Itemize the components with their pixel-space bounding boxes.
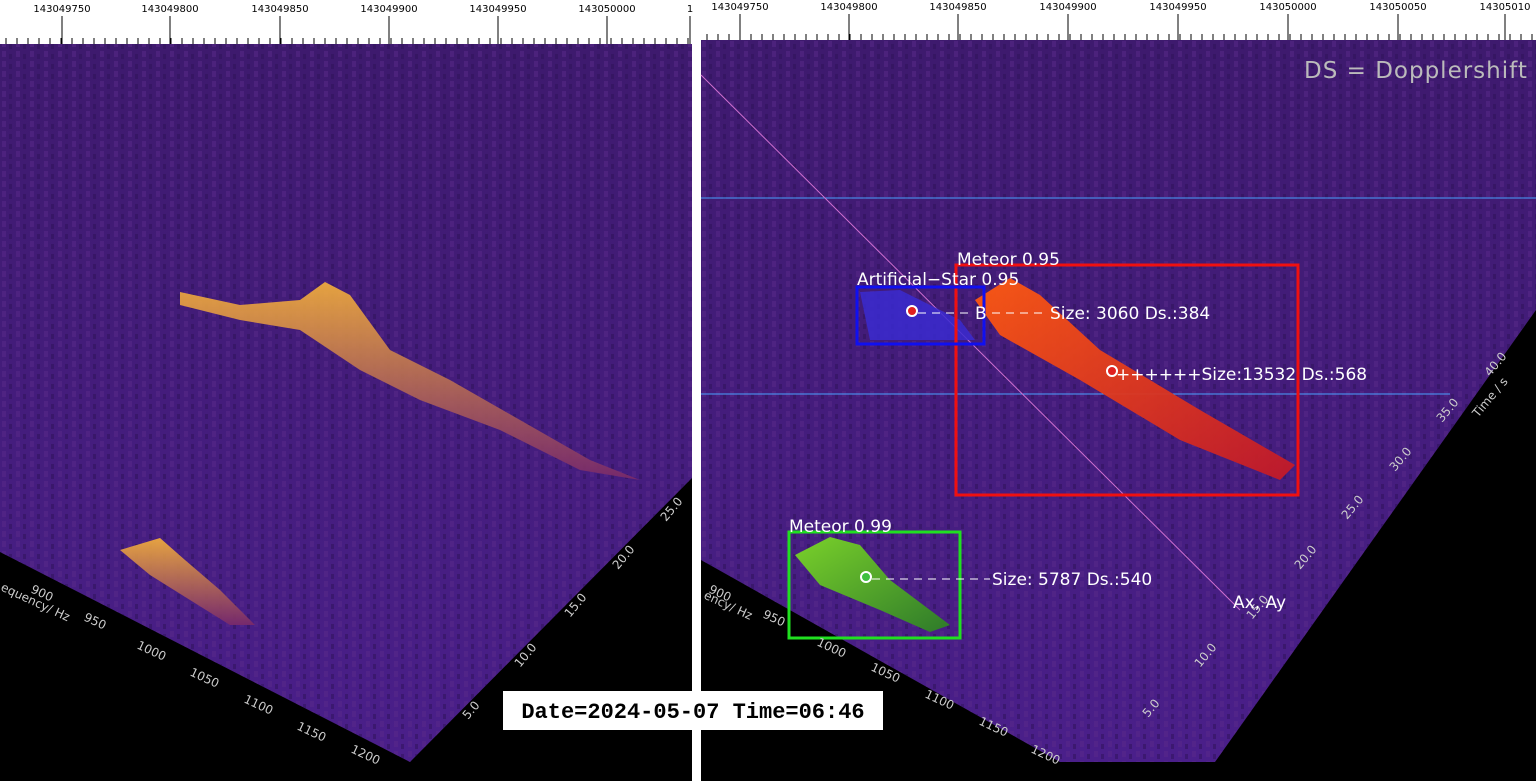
meteor-region xyxy=(975,278,1295,480)
origin-label: Ax, Ay xyxy=(1233,593,1286,613)
top-tick-label: 143049950 xyxy=(469,4,526,15)
top-tick-label: 143049750 xyxy=(33,4,90,15)
top-tick-label: 143049750 xyxy=(711,2,768,13)
legend: DS = Dopplershift xyxy=(1304,58,1528,84)
meteor-region xyxy=(795,537,950,632)
top-axis-band xyxy=(0,0,692,44)
centroid xyxy=(1106,365,1118,377)
top-tick-label: 143050000 xyxy=(1259,2,1316,13)
top-tick-label: 143049900 xyxy=(360,4,417,15)
top-axis-band xyxy=(701,0,1536,40)
top-tick-label: 143049800 xyxy=(820,2,877,13)
top-tick-label: 143050050 xyxy=(1369,2,1426,13)
top-tick-label: 143049850 xyxy=(929,2,986,13)
divider xyxy=(692,0,701,781)
artificial-star-region xyxy=(860,290,975,340)
bounding-box xyxy=(954,263,1300,497)
detection-label: Meteor 0.95 xyxy=(957,250,1060,270)
detection-marker: B xyxy=(975,304,987,324)
timestamp: Date=2024-05-07 Time=06:46 xyxy=(521,700,864,725)
detection-info: Size: 5787 Ds.:540 xyxy=(992,570,1152,590)
bounding-box xyxy=(787,530,962,640)
top-tick-label: 143049850 xyxy=(251,4,308,15)
detection-info: ++++++Size:13532 Ds.:568 xyxy=(1116,365,1367,385)
detection-info: Size: 3060 Ds.:384 xyxy=(1050,304,1210,324)
signal-blob xyxy=(180,282,640,480)
top-tick-label: 143049800 xyxy=(141,4,198,15)
top-tick-label: 1 xyxy=(687,4,693,15)
top-tick-label: 143050000 xyxy=(578,4,635,15)
centroid xyxy=(906,305,918,317)
detection-label: Artificial−Star 0.95 xyxy=(857,270,1019,290)
centroid xyxy=(860,571,872,583)
signal-blob xyxy=(120,538,255,625)
timestamp-box xyxy=(503,691,883,730)
top-tick-label: 14305010 xyxy=(1480,2,1531,13)
top-tick-label: 143049900 xyxy=(1039,2,1096,13)
top-tick-label: 143049950 xyxy=(1149,2,1206,13)
bounding-box xyxy=(855,285,986,346)
detection-label: Meteor 0.99 xyxy=(789,517,892,537)
